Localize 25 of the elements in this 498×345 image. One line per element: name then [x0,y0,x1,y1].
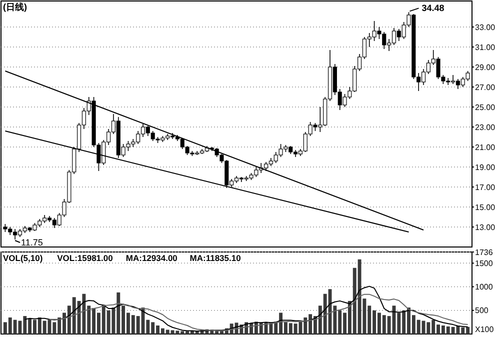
y-tick-label: 500 [475,306,489,316]
y-tick-label: 21.00 [475,142,496,152]
y-tick-label: 19.00 [475,162,496,172]
y-tick-label: 1000 [475,282,494,292]
y-tick-label: 15.00 [475,202,496,212]
y-tick-label: 17.00 [475,182,496,192]
y-axis-title: X100 [475,325,494,334]
annotation: 34.48 [422,3,444,14]
y-tick-label: 29.00 [475,62,496,72]
y-tick-label: 1736 [475,248,494,257]
y-tick-label: 23.00 [475,122,496,132]
line-series [24,286,468,332]
line-series [48,294,468,332]
annotation: VOL:15981.00 [57,253,114,263]
annotation: 11.75 [21,238,43,248]
y-tick-label: 13.00 [475,222,496,232]
annotation: MA:11835.10 [190,253,242,263]
y-tick-label: 27.00 [475,82,496,92]
y-tick-label: 31.00 [475,42,496,52]
y-tick-label: 1500 [475,258,494,268]
y-tick-label: 25.00 [475,102,496,112]
annotation: VOL(5,10) [3,253,43,263]
chart-title: (日线) [3,2,27,12]
y-tick-label: 33.00 [475,22,496,32]
annotation: MA:12934.00 [126,253,178,263]
